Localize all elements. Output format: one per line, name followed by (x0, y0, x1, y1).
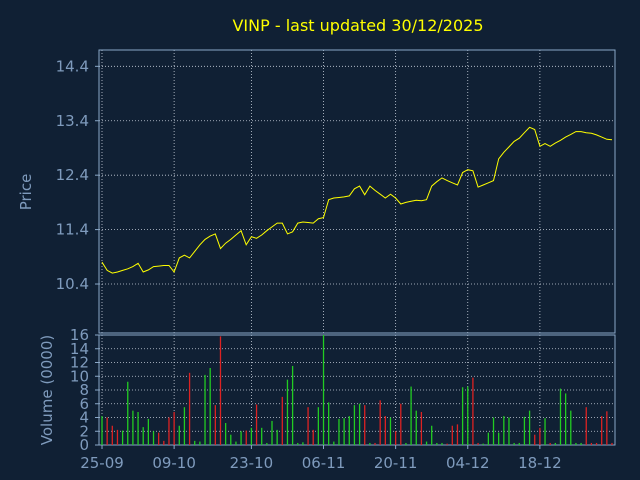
price-gridlines (99, 50, 615, 333)
volume-tick-label: 6 (79, 395, 89, 413)
volume-tick-label: 12 (70, 354, 89, 372)
volume-tick-label: 4 (79, 409, 89, 427)
price-tick-label: 12.4 (56, 166, 89, 184)
volume-tick-label: 16 (70, 326, 89, 344)
price-panel (98, 49, 616, 334)
x-tick-label: 18-12 (518, 454, 562, 472)
volume-gridlines (99, 334, 615, 446)
price-tick-label: 13.4 (56, 112, 89, 130)
volume-tick-label: 14 (70, 340, 89, 358)
volume-tick-label: 0 (79, 436, 89, 454)
x-tick-label: 09-10 (152, 454, 196, 472)
x-tick-label: 06-11 (302, 454, 346, 472)
x-tick-label: 20-11 (374, 454, 418, 472)
volume-tick-label: 2 (79, 422, 89, 440)
price-tick-label: 14.4 (56, 57, 89, 75)
volume-bars (101, 335, 613, 445)
price-tick-label: 11.4 (56, 221, 89, 239)
x-axis-ticks: 25-09 09-10 23-10 06-11 20-11 04-12 18-12 (80, 445, 562, 472)
price-tick-label: 10.4 (56, 275, 89, 293)
volume-tick-label: 10 (70, 367, 89, 385)
volume-tick-label: 8 (79, 381, 89, 399)
price-series-line (101, 126, 613, 274)
x-tick-label: 25-09 (80, 454, 124, 472)
volume-axis-label: Volume (0000) (38, 335, 56, 445)
price-y-ticks: 14.4 13.4 12.4 11.4 10.4 (56, 57, 99, 293)
x-tick-label: 23-10 (230, 454, 274, 472)
x-tick-label: 04-12 (446, 454, 490, 472)
price-axis-label: Price (17, 174, 35, 211)
chart-title: VINP - last updated 30/12/2025 (232, 16, 483, 35)
